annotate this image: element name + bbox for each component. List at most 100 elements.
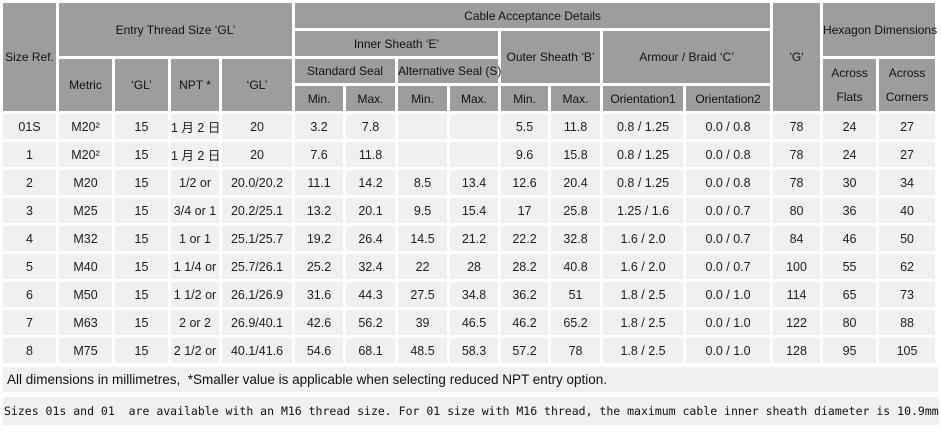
cell: 1 or 1 (171, 226, 219, 251)
cell: 7.6 (295, 142, 344, 167)
col-header-g: 'G' (773, 3, 821, 111)
col-header-standard-seal: Standard Seal (295, 59, 396, 83)
cell: M20² (59, 142, 112, 167)
cell: 48.5 (398, 338, 448, 363)
col-header-outer-min: Min. (501, 86, 549, 111)
cell: 1 月 2 日 (171, 142, 220, 167)
col-header-across-corners: Across Corners (879, 59, 936, 111)
cell: 15 (115, 114, 168, 139)
cell (450, 114, 499, 139)
col-header-alternative-seal: Alternative Seal (S) (398, 59, 501, 83)
table-row: 5 M40 15 1 1/4 or 25.7/26.1 25.2 32.4 22 28 28.2 4… (3, 254, 936, 279)
cell: 1.8 / 2.5 (603, 338, 684, 363)
cell: 26.9/40.1 (222, 310, 293, 335)
cell: 20.2/25.1 (222, 198, 293, 223)
cell: 3 (3, 198, 56, 223)
cell: 19.2 (295, 226, 344, 251)
table-header: Size Ref. Entry Thread Size ‘GL’ Cable A… (3, 3, 937, 111)
cell: 114 (773, 282, 821, 307)
cell: 46.5 (450, 310, 499, 335)
cell: 25.7/26.1 (222, 254, 293, 279)
cell: 36 (823, 198, 877, 223)
cell: 30 (823, 170, 877, 195)
col-header-npt: NPT * (171, 59, 219, 111)
table-row: 3 M25 15 3/4 or 1 20.2/25.1 13.2 20.1 9.5 15.4 17… (3, 198, 936, 223)
cell: 0.0 / 1.0 (686, 310, 771, 335)
cell: 34.8 (450, 282, 499, 307)
cell: 50 (879, 226, 936, 251)
cell: 3/4 or 1 (171, 198, 219, 223)
cell: 1.8 / 2.5 (603, 310, 684, 335)
cell: 105 (879, 338, 936, 363)
header-row-1: Size Ref. Entry Thread Size ‘GL’ Cable A… (3, 3, 937, 111)
cell: 1.8 / 2.5 (603, 282, 684, 307)
cell: 65.2 (551, 310, 601, 335)
cell: 24 (823, 114, 877, 139)
cell: 54.6 (295, 338, 344, 363)
cell: 68.1 (346, 338, 396, 363)
cell: 20.4 (551, 170, 601, 195)
cell: 1 1/4 or (171, 254, 219, 279)
cell: 26.4 (346, 226, 396, 251)
cell: 14.2 (346, 170, 396, 195)
col-header-metric: Metric (59, 59, 112, 111)
cell: 7 (3, 310, 56, 335)
cell: M32 (59, 226, 112, 251)
cell: 32.4 (346, 254, 396, 279)
cell: 14.5 (398, 226, 448, 251)
cell: 27 (879, 142, 936, 167)
cell: 1 月 2 日 (171, 114, 220, 139)
cell: 1 1/2 or (171, 282, 219, 307)
cell: 11.8 (551, 114, 601, 139)
cell: 0.8 / 1.25 (603, 170, 684, 195)
cell: 25.8 (551, 198, 601, 223)
col-header-outer-max: Max. (551, 86, 601, 111)
cell: 15 (115, 338, 168, 363)
cell: 1 (3, 142, 56, 167)
cell: 2 or 2 (171, 310, 219, 335)
cell: 57.2 (501, 338, 549, 363)
cell: 27 (879, 114, 936, 139)
header-row-3: Metric ‘GL’ NPT * ‘GL’ Standard Seal Alt… (3, 59, 936, 111)
table-row: 4 M32 15 1 or 1 25.1/25.7 19.2 26.4 14.5 21.2 22.… (3, 226, 936, 251)
table-row: 1 M20² 15 1 月 2 日 20 7.6 11.8 9.6 15.8 0.8 / 1.25… (3, 142, 936, 167)
footnote-m16-sizes: Sizes 01s and 01 are available with an M… (3, 397, 939, 425)
table-body: 01S M20² 15 1 月 2 日 20 3.2 7.8 5.5 11.8 0.8 / 1.2… (3, 114, 936, 363)
cell: 1.6 / 2.0 (603, 254, 684, 279)
cell: 1.25 / 1.6 (603, 198, 684, 223)
cell: 44.3 (346, 282, 396, 307)
cell: 27.5 (398, 282, 448, 307)
cell: 20 (222, 114, 293, 139)
cell: 3.2 (295, 114, 344, 139)
cell: M20 (59, 170, 112, 195)
cell: 58.3 (450, 338, 499, 363)
cell: M40 (59, 254, 112, 279)
cell: 84 (773, 226, 821, 251)
col-header-across-flats: Across Flats (823, 59, 877, 111)
cell: 17 (501, 198, 549, 223)
cell: 122 (773, 310, 821, 335)
col-header-orientation1: Orientation1 (603, 86, 684, 111)
cell: 46.2 (501, 310, 549, 335)
cell: 78 (551, 338, 601, 363)
cell: 0.0 / 0.8 (686, 142, 771, 167)
col-header-orientation2: Orientation2 (686, 86, 771, 111)
cell: 1.6 / 2.0 (603, 226, 684, 251)
cell: 0.0 / 0.7 (686, 198, 771, 223)
cell: 2 (3, 170, 56, 195)
table-row: 8 M75 15 2 1/2 or 40.1/41.6 54.6 68.1 48.5 58.3 5… (3, 338, 936, 363)
col-header-gl-2: ‘GL’ (222, 59, 293, 111)
cell: M25 (59, 198, 112, 223)
cell: 78 (773, 142, 821, 167)
cell (398, 142, 448, 167)
cell: 2 1/2 or (171, 338, 219, 363)
cell: 8 (3, 338, 56, 363)
cell: 25.1/25.7 (222, 226, 293, 251)
col-header-armour: Armour / Braid ‘C’ (603, 31, 771, 83)
cell: M63 (59, 310, 112, 335)
cell: 55 (823, 254, 877, 279)
col-header-alt-min: Min. (398, 86, 448, 111)
cell: 20.1 (346, 198, 396, 223)
cell: 5 (3, 254, 56, 279)
col-header-std-min: Min. (295, 86, 344, 111)
